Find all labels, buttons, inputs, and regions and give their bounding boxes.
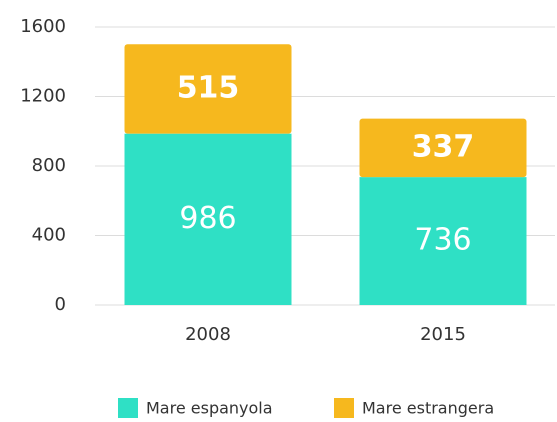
bar-segment (359, 177, 527, 305)
data-label: 337 (412, 129, 475, 164)
legend-swatch (118, 398, 138, 418)
data-label: 986 (179, 201, 236, 236)
bar-segment (124, 133, 292, 305)
y-tick-label: 800 (32, 155, 66, 176)
y-tick-label: 1200 (20, 86, 66, 107)
legend-swatch (334, 398, 354, 418)
legend-label: Mare estrangera (362, 399, 494, 418)
x-tick-label: 2008 (185, 324, 231, 345)
x-tick-label: 2015 (420, 324, 466, 345)
data-label: 736 (414, 223, 471, 258)
bar-segment (124, 44, 292, 134)
y-tick-label: 1600 (20, 16, 66, 37)
data-label: 515 (177, 70, 240, 105)
bar-segment (359, 118, 527, 178)
y-tick-label: 0 (55, 294, 66, 315)
y-tick-label: 400 (32, 225, 66, 246)
legend-label: Mare espanyola (146, 399, 273, 418)
